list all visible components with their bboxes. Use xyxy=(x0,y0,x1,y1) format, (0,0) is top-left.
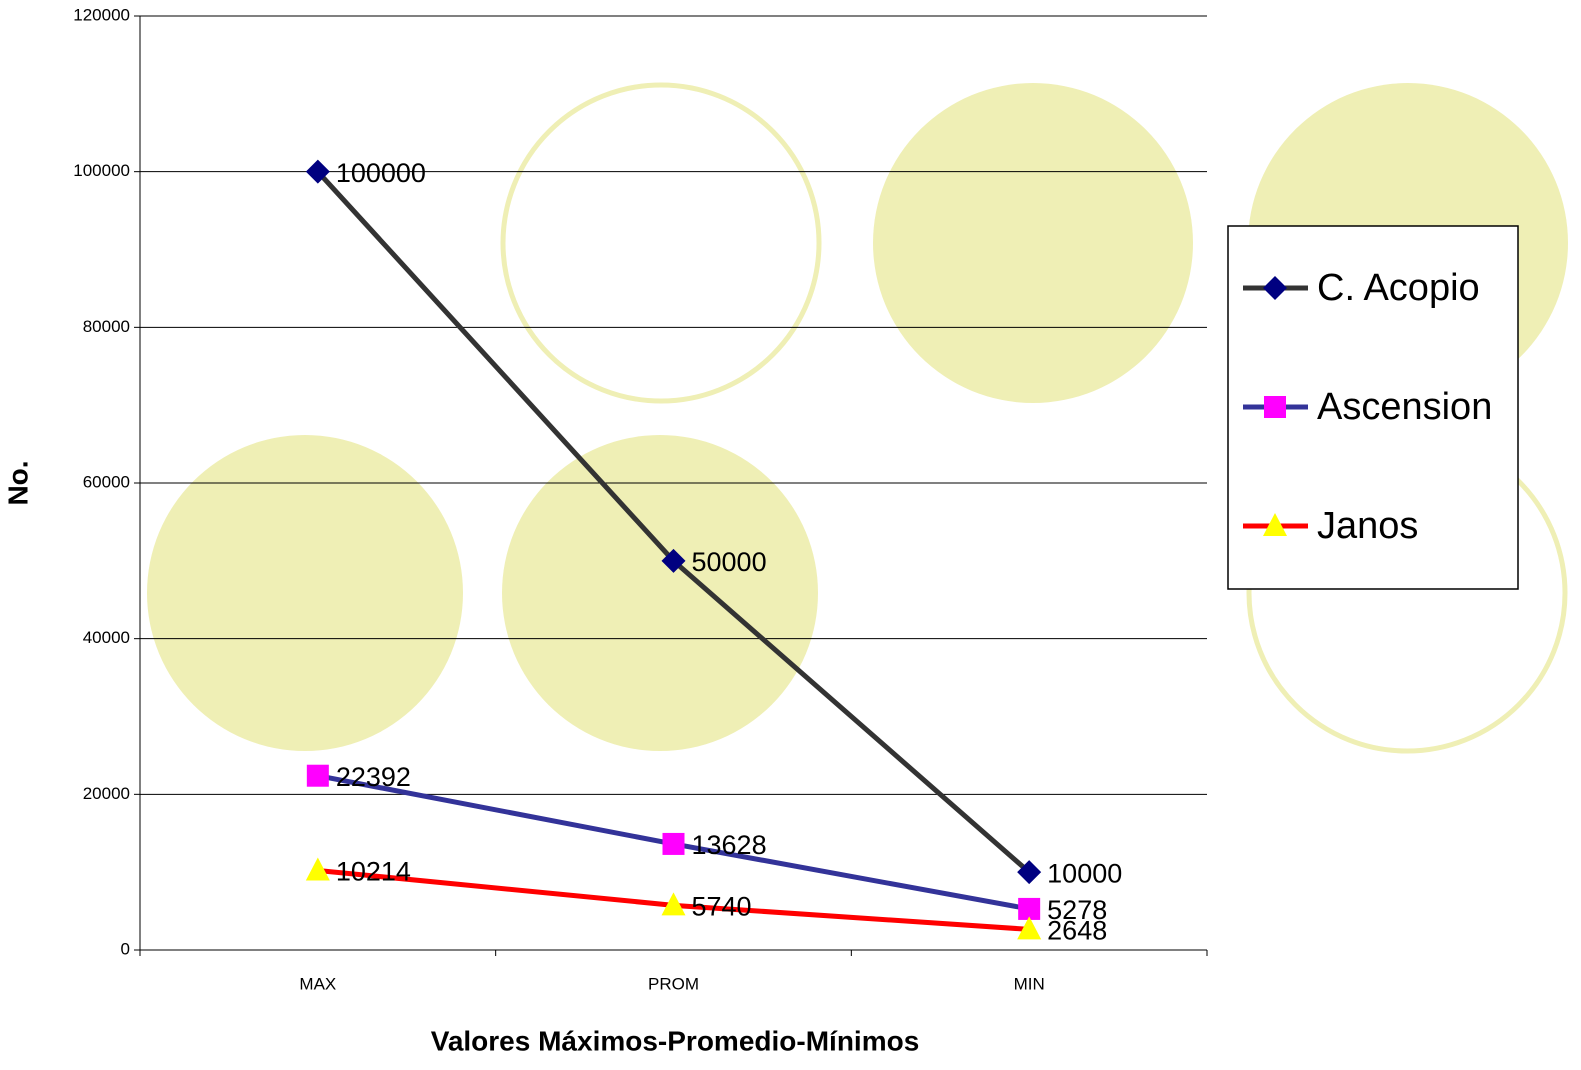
marker xyxy=(306,764,329,787)
data-label: 10000 xyxy=(1047,858,1122,888)
y-tick-label: 60000 xyxy=(83,472,130,491)
x-tick-label: MAX xyxy=(299,974,336,993)
decor-ring xyxy=(500,82,822,404)
legend-label: Janos xyxy=(1317,505,1418,547)
legend-marker xyxy=(1263,513,1287,536)
marker xyxy=(1017,860,1042,885)
legend-label: Ascension xyxy=(1317,386,1492,428)
data-label: 5740 xyxy=(692,891,752,921)
y-tick-label: 120000 xyxy=(73,5,130,24)
x-tick-label: PROM xyxy=(648,974,699,993)
marker xyxy=(1017,916,1042,940)
y-tick-label: 40000 xyxy=(83,628,130,647)
x-tick-label: MIN xyxy=(1014,974,1045,993)
data-label: 5278 xyxy=(1047,895,1107,925)
y-tick-label: 20000 xyxy=(83,784,130,803)
marker xyxy=(1018,897,1041,920)
marker xyxy=(662,832,685,855)
legend-marker xyxy=(1264,396,1286,418)
y-tick-label: 100000 xyxy=(73,161,130,180)
decor-circle xyxy=(147,435,463,751)
y-axis-title: No. xyxy=(2,460,33,505)
data-label: 13628 xyxy=(692,830,767,860)
decor-circle xyxy=(502,435,818,751)
data-label: 50000 xyxy=(692,547,767,577)
legend: C. Acopio Ascension Janos xyxy=(1227,225,1519,590)
marker xyxy=(305,159,330,184)
legend-marker xyxy=(1263,276,1287,300)
marker xyxy=(661,548,686,573)
data-label: 100000 xyxy=(336,158,426,188)
y-tick-label: 80000 xyxy=(83,317,130,336)
marker xyxy=(305,857,330,881)
marker xyxy=(661,892,686,916)
legend-label: C. Acopio xyxy=(1317,267,1480,309)
data-label: 22392 xyxy=(336,762,411,792)
data-label: 2648 xyxy=(1047,916,1107,946)
decor-circle xyxy=(873,83,1193,403)
y-tick-label: 0 xyxy=(121,939,130,958)
data-label: 10214 xyxy=(336,857,411,887)
x-axis-title: Valores Máximos-Promedio-Mínimos xyxy=(431,1025,920,1056)
